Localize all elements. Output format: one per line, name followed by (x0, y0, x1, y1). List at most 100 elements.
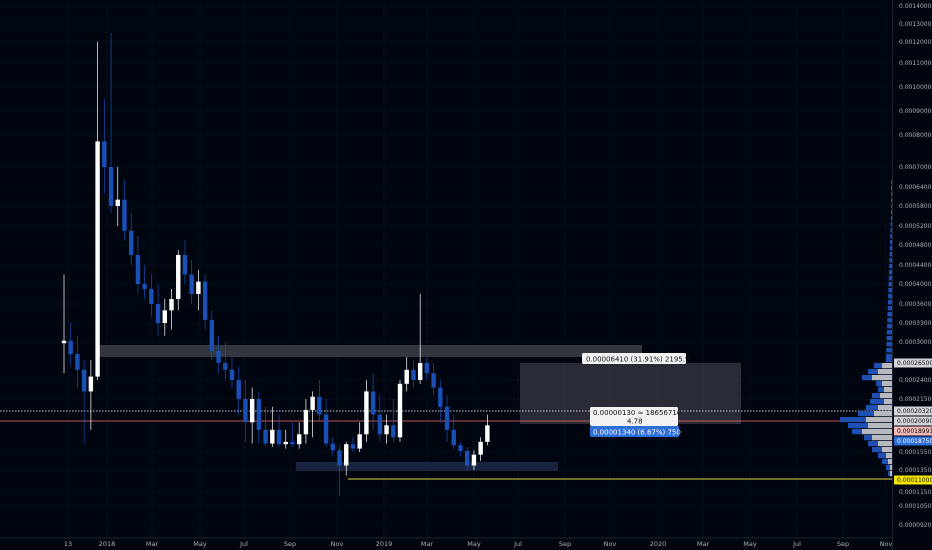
price-badge-label: 0.00018750 (897, 438, 932, 445)
volume-profile-bar (887, 306, 892, 311)
volume-profile-bar (882, 363, 892, 369)
volume-profile-bar (890, 222, 892, 227)
candle (438, 380, 443, 423)
volume-profile-bar (890, 216, 892, 221)
candle-body (310, 396, 315, 410)
candle-body (276, 429, 282, 445)
time-tick-label: Jul (513, 540, 522, 548)
candle-body (122, 199, 127, 231)
price-tick-label: 0.00036000 (899, 301, 932, 308)
candle-body (229, 369, 235, 380)
candle-body (61, 340, 67, 344)
volume-profile-bar (889, 240, 892, 245)
candle-body (451, 429, 456, 446)
drawing-zones[interactable] (97, 345, 741, 471)
candle (102, 99, 107, 194)
time-tick-label: May (743, 540, 757, 548)
candle (417, 294, 423, 384)
candle-body (297, 434, 302, 445)
price-badge: 0.00020090 (894, 416, 932, 426)
candle (297, 422, 302, 449)
candle (317, 380, 322, 423)
volume-profile-bar (886, 336, 892, 341)
candle (350, 437, 356, 452)
time-axis[interactable]: 13 2018 Mar May Jul Sep Nov 2019 Mar May Jul Sep Nov… (0, 537, 892, 548)
candle-body (142, 284, 147, 289)
candle (263, 406, 268, 447)
candle (364, 380, 369, 442)
candle (411, 360, 416, 388)
volume-profile-bar (886, 348, 892, 353)
price-tick-label: 0.00070000 (899, 164, 932, 171)
price-badge-label: 0.00018991 (897, 428, 932, 435)
measure-tooltip-middle: 0.00000130 ≈ 18656716 4.78 (590, 407, 682, 426)
price-tick-label: 0.00064000 (899, 184, 932, 191)
volume-profile-bar (862, 429, 892, 435)
volume-profile-bar (891, 192, 892, 197)
candle-body (377, 414, 383, 435)
volume-profile-bar (887, 312, 892, 317)
time-tick-label: Sep (837, 540, 849, 548)
candle-body (189, 274, 194, 294)
candle (115, 167, 120, 226)
volume-profile-bar (887, 318, 892, 323)
candle-body (216, 351, 221, 363)
volume-profile-bar (890, 465, 892, 471)
price-badge: 0.00018991 (894, 426, 932, 436)
price-tick-label: 0.00021500 (899, 396, 932, 403)
time-tick-label: Jul (792, 540, 801, 548)
candle (478, 437, 483, 461)
candle (270, 406, 275, 447)
volume-profile-bar (872, 375, 892, 381)
price-tick-label: 0.00011500 (899, 489, 932, 496)
candle-body (196, 281, 201, 294)
candle-body (290, 441, 295, 445)
volume-profile-bar (878, 369, 892, 375)
time-tick-label: Jul (239, 540, 248, 548)
candle (323, 399, 329, 447)
price-badge: 0.00018750 (894, 436, 932, 446)
price-tick-label: 0.00030000 (899, 339, 932, 346)
volume-profile-bar (891, 198, 892, 203)
measure-tooltip-top-text: 0.00006410 (31.91%) 2195.9 (586, 356, 689, 364)
measure-tooltip-bottom-text: 0.00001340 (6.67%) 750 (593, 429, 681, 437)
time-tick-label: Sep (559, 540, 571, 548)
price-tick-label: 0.00052000 (899, 223, 932, 230)
volume-profile-bar (889, 258, 892, 263)
candle (236, 366, 241, 415)
support-zone[interactable] (296, 462, 558, 471)
candle-body (223, 363, 228, 370)
candle (344, 441, 349, 476)
resistance-zone[interactable] (97, 345, 642, 357)
candle-body (88, 376, 94, 392)
volume-profile-bar (890, 228, 892, 233)
candle-body (357, 434, 362, 449)
candle (162, 299, 167, 336)
time-tick-label: 2018 (99, 540, 116, 548)
candle-body (417, 363, 423, 380)
price-tick-label: 0.00130000 (899, 21, 932, 28)
candle (135, 235, 141, 294)
candle-body (202, 281, 208, 320)
candle-body (350, 444, 356, 449)
candles (61, 33, 490, 497)
candle (229, 357, 235, 388)
volume-profile-bar (891, 180, 892, 185)
candle-body (411, 369, 416, 380)
candle (337, 445, 342, 497)
volume-profile-bar (878, 405, 892, 411)
price-badge-bg (894, 436, 932, 446)
time-tick-label: 2020 (650, 540, 667, 548)
candle-body (317, 396, 322, 415)
candle (155, 284, 161, 336)
volume-profile-bar (886, 465, 892, 471)
candle (276, 414, 282, 447)
time-tick-label: Nov (604, 540, 617, 548)
volume-profile-bar (890, 471, 892, 477)
candle (283, 429, 288, 449)
candle (209, 310, 215, 360)
candle (458, 441, 463, 457)
price-axis[interactable]: 0.00140000 0.00130000 0.00120000 0.00110000… (892, 0, 932, 550)
candle (176, 250, 181, 311)
